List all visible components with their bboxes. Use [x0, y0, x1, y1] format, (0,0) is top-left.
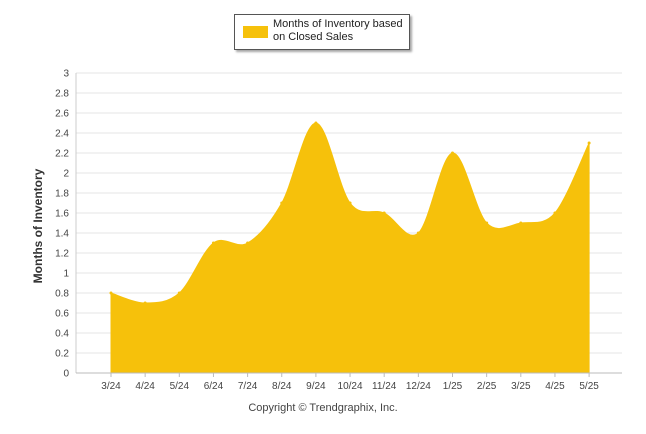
y-tick-label: 2.2	[55, 149, 69, 160]
x-tick-label: 2/25	[477, 381, 497, 392]
data-point	[246, 241, 250, 245]
data-point	[587, 141, 591, 145]
x-tick-label: 3/25	[511, 381, 531, 392]
series-area	[110, 122, 590, 374]
x-tick-label: 9/24	[306, 381, 326, 392]
x-tick-label: 1/25	[443, 381, 463, 392]
x-tick-label: 12/24	[406, 381, 431, 392]
y-tick-label: 1.2	[55, 249, 69, 260]
axes	[75, 73, 622, 374]
y-tick-label: 1.4	[55, 229, 69, 240]
x-tick-label: 3/24	[101, 381, 121, 392]
x-tick-label: 7/24	[238, 381, 258, 392]
y-tick-label: 1.6	[55, 209, 69, 220]
legend-label: Months of Inventory based on Closed Sale…	[273, 18, 403, 43]
y-tick-label: 0.8	[55, 289, 69, 300]
x-tick-label: 8/24	[272, 381, 292, 392]
data-point	[553, 211, 557, 215]
y-tick-label: 2	[63, 169, 69, 180]
y-tick-label: 0.6	[55, 309, 69, 320]
legend-swatch	[243, 26, 268, 38]
x-tick-label: 4/25	[545, 381, 565, 392]
x-axis-ticks: 3/24 4/24 5/24 6/24 7/24 8/24 9/24 10/24 11/24 12…	[101, 373, 599, 392]
x-tick-label: 11/24	[372, 381, 397, 392]
y-tick-label: 0.4	[55, 329, 69, 340]
y-axis-title: Months of Inventory	[31, 168, 45, 283]
data-point	[280, 201, 284, 205]
y-tick-label: 0	[63, 369, 69, 380]
x-tick-label: 6/24	[204, 381, 224, 392]
x-tick-label: 5/24	[170, 381, 190, 392]
x-tick-label: 10/24	[338, 381, 363, 392]
y-tick-label: 2.8	[55, 89, 69, 100]
y-tick-label: 1	[63, 269, 69, 280]
y-tick-label: 0.2	[55, 349, 69, 360]
copyright-text: Copyright © Trendgraphix, Inc.	[248, 402, 398, 414]
y-tick-label: 1.8	[55, 189, 69, 200]
x-tick-label: 5/25	[579, 381, 599, 392]
data-point	[519, 221, 523, 225]
chart-legend: Months of Inventory based on Closed Sale…	[234, 14, 410, 50]
x-tick-label: 4/24	[135, 381, 155, 392]
data-point	[211, 241, 215, 245]
y-tick-label: 2.4	[55, 129, 69, 140]
data-point	[416, 231, 420, 235]
data-point	[177, 291, 181, 295]
y-tick-label: 2.6	[55, 109, 69, 120]
y-tick-label: 3	[63, 69, 69, 80]
data-point	[451, 151, 454, 155]
data-point	[314, 121, 318, 125]
data-point	[485, 221, 489, 225]
plot-area	[109, 121, 591, 374]
y-axis-ticks: 0 0.2 0.4 0.6 0.8 1 1.2 1.4 1.6 1.8 2 2.2 2.4 2.6 2.8 3	[55, 69, 69, 380]
data-point	[348, 201, 352, 205]
data-point	[382, 211, 386, 215]
data-point	[143, 301, 147, 305]
data-point	[109, 291, 113, 295]
